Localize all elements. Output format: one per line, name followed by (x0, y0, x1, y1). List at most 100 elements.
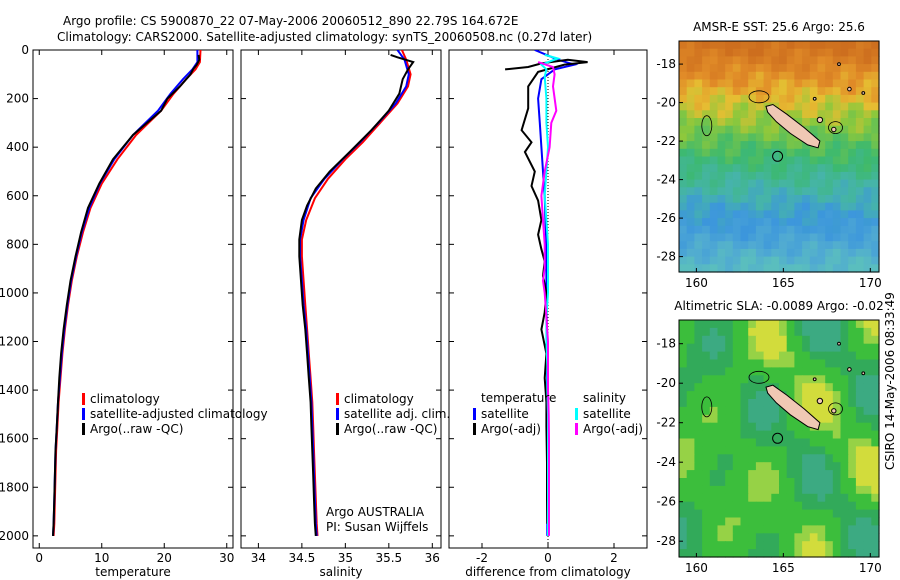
sla-map (679, 320, 880, 558)
pi-name-label: PI: Susan Wijffels (326, 520, 428, 534)
x-tick-label: 0 (544, 551, 552, 565)
map-cell (686, 225, 695, 235)
map-cell (717, 430, 726, 440)
map-cell (832, 133, 842, 142)
map-cell (817, 56, 826, 65)
legend-swatch (336, 393, 339, 405)
map-cell (748, 79, 757, 88)
map-cell (725, 422, 734, 432)
map-cell (771, 56, 780, 65)
series-group (52, 50, 202, 536)
map-cell (840, 422, 849, 432)
map-cell (694, 179, 703, 188)
map-cell (702, 110, 711, 119)
map-cell (786, 383, 795, 392)
map-cell (817, 525, 826, 534)
map-cell (679, 225, 688, 235)
map-cell (694, 141, 703, 150)
map-cell (679, 102, 688, 111)
map-cell (740, 517, 749, 526)
y-tick-label: 600 (6, 189, 29, 203)
map-cell (786, 541, 795, 550)
map-cell (709, 343, 719, 353)
map-cell (840, 367, 849, 376)
map-y-tick-label: -20 (656, 376, 676, 390)
map-cell (717, 79, 726, 88)
map-cell (863, 48, 872, 57)
y-tick-label: 1400 (0, 383, 29, 397)
map-cell (817, 164, 826, 173)
map-cell (740, 56, 749, 65)
map-cell (848, 517, 857, 526)
map-cell (686, 375, 695, 384)
map-cell (694, 248, 703, 258)
map-cell (725, 118, 734, 127)
map-cell (779, 148, 788, 158)
islet (831, 126, 837, 133)
map-cell (725, 549, 734, 558)
map-cell (794, 501, 803, 511)
map-cell (694, 56, 703, 65)
map-cell (748, 148, 757, 158)
map-cell (740, 422, 749, 432)
map-cell (786, 248, 795, 258)
map-cell (763, 233, 772, 242)
map-cell (771, 218, 780, 227)
map-cell (863, 406, 872, 416)
map-cell (740, 210, 749, 219)
map-cell (709, 549, 719, 558)
map-cell (709, 125, 719, 134)
map-cell (832, 148, 842, 158)
map-cell (825, 87, 834, 96)
map-cell (679, 351, 688, 361)
map-cell (871, 343, 880, 353)
map-cell (848, 248, 857, 258)
map-cell (840, 202, 849, 211)
map-cell (771, 133, 780, 142)
map-cell (786, 41, 795, 50)
map-cell (832, 248, 842, 258)
map-cell (786, 64, 795, 73)
map-cell (679, 327, 688, 337)
map-cell (817, 256, 826, 265)
map-cell (832, 56, 842, 65)
islet (831, 408, 837, 414)
map-cell (732, 517, 742, 526)
map-cell (855, 202, 865, 211)
map-cell (817, 549, 826, 558)
map-cell (763, 541, 772, 550)
map-cell (686, 210, 695, 219)
map-cell (802, 335, 811, 345)
series-group (298, 50, 415, 536)
map-cell (686, 430, 695, 440)
map-cell (717, 454, 726, 463)
map-cell (717, 493, 726, 503)
map-cell (840, 56, 849, 65)
map-cell (817, 156, 826, 165)
map-cell (763, 478, 772, 487)
map-cell (825, 164, 834, 173)
map-cell (694, 383, 703, 392)
map-cell (702, 320, 711, 329)
map-cell (679, 525, 688, 534)
map-cell (732, 264, 742, 273)
map-cell (771, 367, 780, 376)
map-cell (832, 422, 842, 432)
map-cell (679, 383, 688, 392)
map-cell (763, 509, 772, 519)
map-cell (740, 79, 749, 88)
map-cell (848, 359, 857, 368)
map-cell (848, 414, 857, 424)
map-cell (771, 64, 780, 73)
map-cell (702, 438, 711, 447)
map-cell (740, 218, 749, 227)
map-cell (748, 133, 757, 142)
map-cell (802, 71, 811, 81)
map-cell (717, 94, 726, 104)
map-cell (748, 367, 757, 376)
map-cell (825, 343, 834, 353)
map-cell (763, 41, 772, 50)
map-cell (863, 359, 872, 368)
map-cell (817, 133, 826, 142)
map-cell (717, 438, 726, 447)
